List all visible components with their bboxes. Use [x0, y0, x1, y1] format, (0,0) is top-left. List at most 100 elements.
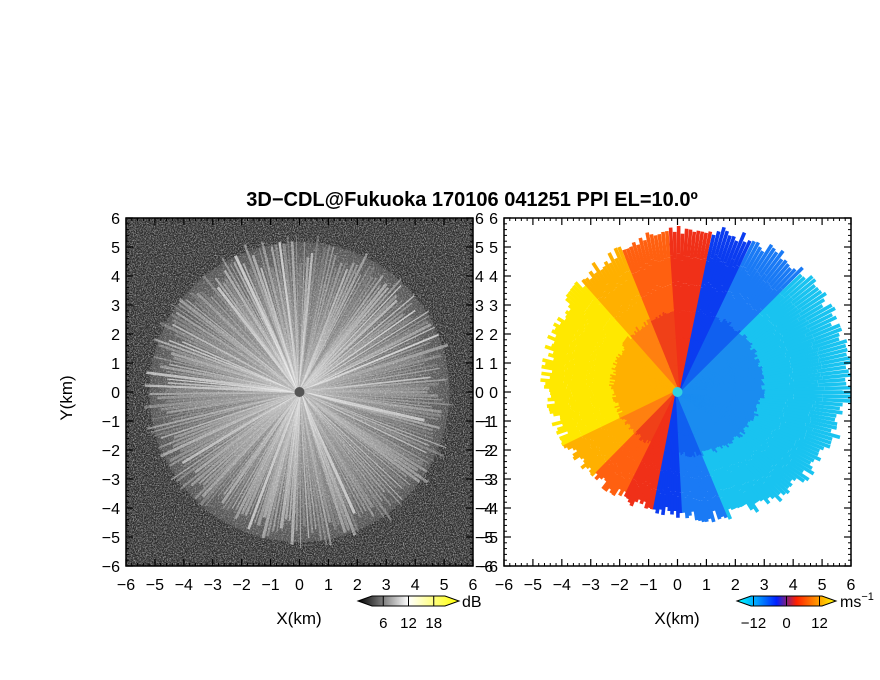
velocity-ray-segment [783, 414, 811, 424]
velocity-ray-segment [765, 387, 796, 392]
velocity-ray-segment [565, 293, 587, 313]
velocity-ray-segment [758, 398, 786, 405]
velocity-ray-segment [725, 240, 739, 267]
velocity-ray-segment [761, 365, 791, 375]
velocity-ray-segment [703, 257, 714, 286]
velocity-ray-segment [627, 460, 641, 480]
velocity-ray-segment [754, 243, 774, 271]
velocity-ray-segment [615, 282, 631, 307]
velocity-ray-segment [756, 402, 784, 410]
velocity-ray-segment [563, 380, 587, 386]
velocity-unit-exponent: −1 [861, 591, 874, 603]
velocity-ray-segment [572, 339, 595, 353]
velocity-ray-segment [684, 474, 690, 496]
velocity-ray-segment [680, 492, 686, 513]
velocity-ray-segment [619, 455, 635, 474]
velocity-ray-segment [619, 304, 637, 329]
velocity-ray-segment [779, 273, 803, 296]
velocity-ray-segment [567, 290, 589, 310]
velocity-ray-segment [731, 438, 753, 458]
velocity-ray-segment [759, 400, 788, 408]
velocity-ray-segment [767, 301, 794, 323]
velocity-ray-segment [600, 441, 619, 457]
velocity-ray-segment [620, 458, 635, 478]
velocity-ray-segment [565, 297, 586, 316]
velocity-ray-segment [555, 424, 578, 435]
radar-site-marker [294, 387, 305, 397]
velocity-ray-segment [569, 287, 591, 308]
velocity-ray-segment [710, 230, 721, 259]
velocity-ray-segment [583, 329, 604, 345]
velocity-ray-segment [609, 475, 624, 495]
y-tick-label: −2 [480, 443, 498, 460]
velocity-ray-segment [586, 322, 607, 339]
y-tick-label: −5 [102, 530, 120, 547]
velocity-ray-segment [748, 323, 775, 344]
velocity-ray-segment [595, 458, 612, 476]
velocity-ray-segment [614, 257, 628, 282]
velocity-ray-segment [627, 483, 639, 504]
velocity-ray-segment [631, 241, 643, 268]
velocity-ray-segment [618, 275, 634, 301]
velocity-ray-segment [646, 291, 658, 318]
velocity-ray-segment [728, 445, 748, 466]
velocity-ray-segment [761, 356, 791, 369]
velocity-ray-segment [733, 434, 755, 453]
y-tick-label-right: 4 [475, 269, 484, 286]
velocity-ray-segment [755, 449, 778, 467]
velocity-ray-segment [649, 233, 658, 261]
velocity-ray-segment [720, 266, 736, 293]
velocity-ray-segment [783, 406, 811, 414]
velocity-ray-segment [782, 408, 810, 417]
velocity-ray-segment [627, 304, 643, 328]
colorbar-tick-label: −12 [741, 615, 766, 632]
velocity-ray-segment [668, 471, 674, 492]
velocity-ray-segment [754, 288, 777, 312]
velocity-ray-segment [679, 472, 685, 493]
velocity-ray-segment [563, 436, 584, 449]
y-tick-label: 3 [489, 298, 498, 315]
velocity-ray-segment [747, 421, 772, 436]
velocity-ray-segment [619, 283, 635, 307]
velocity-ray-segment [754, 338, 782, 355]
y-tick-label-right: −2 [475, 443, 493, 460]
velocity-ray-segment [669, 254, 675, 283]
velocity-ray-segment [758, 348, 788, 363]
velocity-ray-segment [653, 260, 662, 288]
velocity-ray-segment [765, 437, 790, 453]
velocity-ray-segment [570, 378, 593, 385]
velocity-ray-segment [644, 463, 654, 483]
velocity-ray-segment [781, 464, 806, 483]
velocity-ray-segment [762, 481, 783, 503]
velocity-ray-segment [652, 468, 661, 489]
velocity-ray-segment [688, 491, 695, 512]
x-tick-label: 4 [411, 577, 420, 594]
velocity-ray-segment [614, 286, 631, 310]
velocity-ray-segment [564, 310, 586, 327]
velocity-ray-segment [692, 258, 700, 286]
velocity-ray-segment [634, 482, 645, 503]
velocity-ray-segment [556, 421, 579, 432]
y-tick-label: −5 [480, 530, 498, 547]
velocity-ray-segment [603, 441, 621, 457]
velocity-ray-segment [818, 381, 847, 387]
velocity-ray-segment [601, 471, 617, 491]
velocity-ray-segment [738, 268, 758, 295]
velocity-ray-segment [746, 481, 764, 502]
velocity-ray-segment [608, 262, 623, 286]
velocity-ray-segment [800, 291, 827, 312]
velocity-ray-segment [634, 271, 646, 297]
velocity-ray-segment [727, 265, 744, 293]
velocity-ray-segment [711, 497, 722, 520]
reflectivity-xlabel: X(km) [276, 609, 321, 628]
velocity-ray-segment [567, 423, 587, 435]
velocity-ray-segment [599, 296, 619, 318]
velocity-ray-segment [664, 487, 671, 508]
velocity-ray-segment [603, 260, 619, 285]
velocity-ray-segment [581, 412, 602, 422]
velocity-ray-segment [745, 315, 771, 338]
velocity-ray-segment [708, 475, 720, 498]
velocity-ray-segment [548, 404, 571, 411]
reflectivity-colorbar-unit: dB [462, 594, 482, 611]
